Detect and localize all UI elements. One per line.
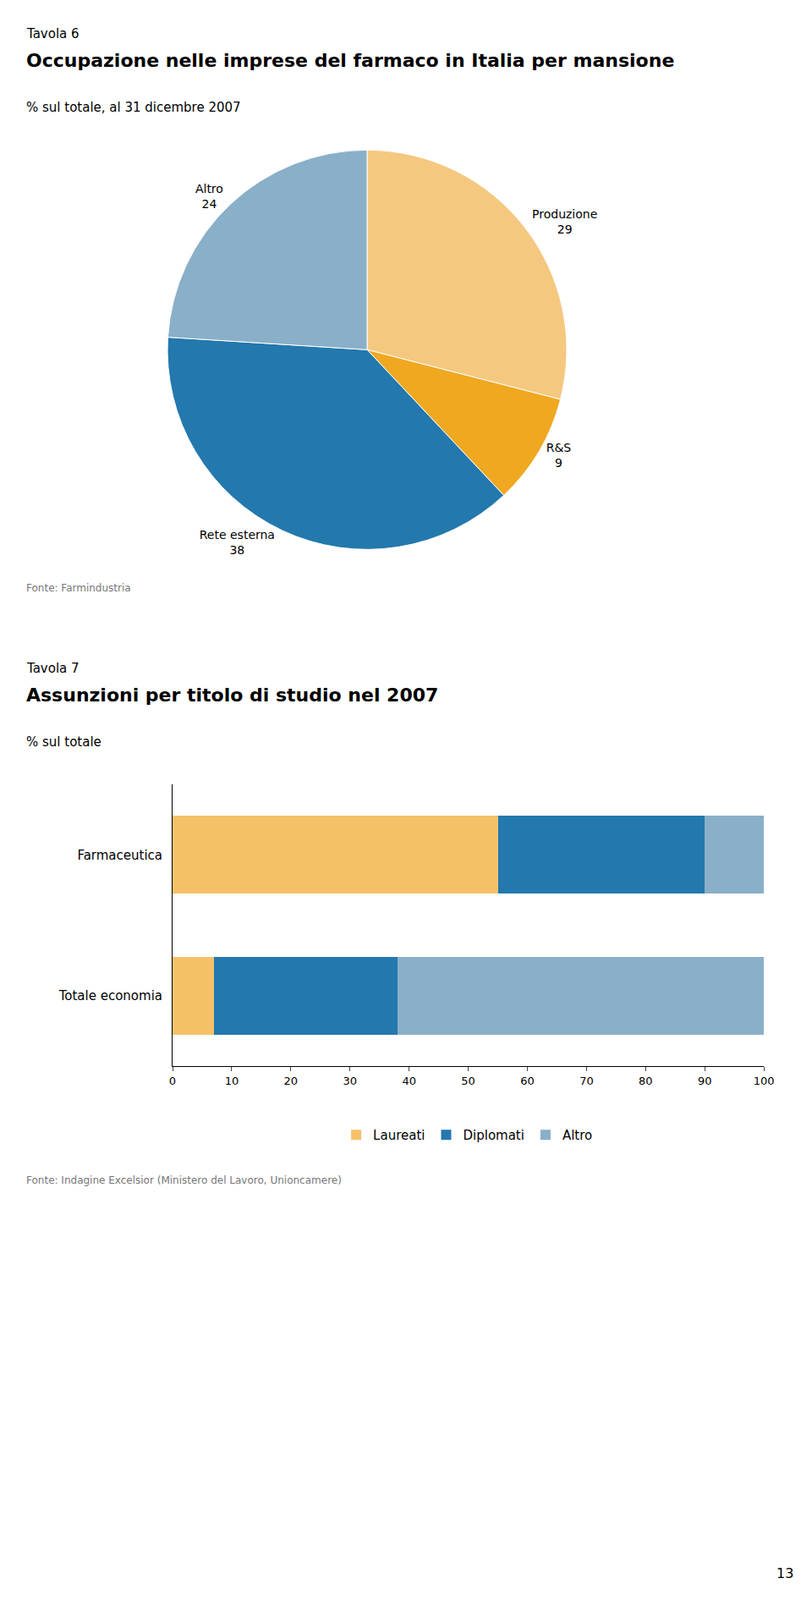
- svg-text:R&S9: R&S9: [546, 440, 572, 470]
- svg-text:30: 30: [342, 1074, 357, 1087]
- svg-text:Assunzioni per titolo di studi: Assunzioni per titolo di studio nel 2007: [26, 684, 439, 706]
- svg-text:% sul totale, al 31 dicembre 2: % sul totale, al 31 dicembre 2007: [26, 99, 242, 116]
- svg-text:90: 90: [697, 1074, 713, 1087]
- svg-text:50: 50: [460, 1074, 476, 1087]
- svg-text:Tavola 7: Tavola 7: [26, 660, 80, 676]
- svg-text:Occupazione nelle imprese del: Occupazione nelle imprese del farmaco in…: [26, 49, 675, 72]
- svg-text:Altro24: Altro24: [195, 181, 224, 211]
- svg-text:Diplomati: Diplomati: [462, 1127, 524, 1143]
- svg-text:80: 80: [638, 1074, 653, 1087]
- svg-text:40: 40: [401, 1074, 417, 1087]
- svg-text:Rete esterna38: Rete esterna38: [199, 527, 275, 557]
- svg-text:Farmaceutica: Farmaceutica: [76, 847, 163, 863]
- svg-text:Totale economia: Totale economia: [58, 987, 163, 1004]
- svg-text:Tavola 6: Tavola 6: [26, 26, 80, 42]
- svg-text:20: 20: [284, 1074, 299, 1087]
- svg-text:Fonte: Indagine Excelsior (Min: Fonte: Indagine Excelsior (Ministero del…: [26, 1174, 342, 1186]
- svg-text:70: 70: [579, 1074, 594, 1087]
- svg-text:13: 13: [776, 1564, 794, 1581]
- svg-text:0: 0: [169, 1074, 176, 1087]
- svg-text:Fonte: Farmindustria: Fonte: Farmindustria: [26, 581, 132, 594]
- svg-text:% sul totale: % sul totale: [26, 734, 102, 750]
- svg-text:Altro: Altro: [562, 1127, 593, 1143]
- svg-text:Produzione29: Produzione29: [532, 207, 598, 236]
- svg-text:60: 60: [520, 1074, 535, 1087]
- svg-text:10: 10: [224, 1074, 240, 1087]
- svg-text:Laureati: Laureati: [373, 1127, 425, 1143]
- svg-text:100: 100: [753, 1074, 775, 1087]
